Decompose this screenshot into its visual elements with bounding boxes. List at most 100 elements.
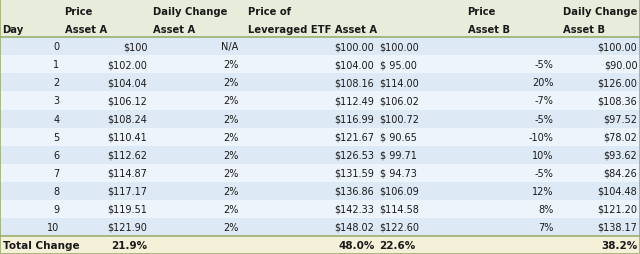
Bar [0,0,640,38]
Bar [0,182,640,200]
Text: $114.00: $114.00 [380,78,419,88]
Text: $100.00: $100.00 [598,42,637,52]
Text: 2%: 2% [223,186,239,196]
Text: $104.04: $104.04 [108,78,147,88]
Text: $104.48: $104.48 [598,186,637,196]
Bar [0,38,640,56]
Text: 7: 7 [53,168,60,178]
Text: Leveraged ETF Asset A: Leveraged ETF Asset A [248,25,377,35]
Text: $102.00: $102.00 [108,60,147,70]
Text: $142.33: $142.33 [335,204,374,214]
Text: Price of: Price of [248,7,291,17]
Text: $106.12: $106.12 [108,96,147,106]
Text: 5: 5 [53,132,60,142]
Text: $100: $100 [123,42,147,52]
Text: -5%: -5% [535,60,554,70]
Bar [0,236,640,254]
Text: Asset A: Asset A [65,25,107,35]
Text: 2%: 2% [223,222,239,232]
Text: $ 95.00: $ 95.00 [380,60,417,70]
Text: 10: 10 [47,222,60,232]
Text: $108.24: $108.24 [108,114,147,124]
Text: 7%: 7% [538,222,554,232]
Text: $114.58: $114.58 [380,204,419,214]
Text: 8: 8 [53,186,60,196]
Text: $ 99.71: $ 99.71 [380,150,417,160]
Text: $106.02: $106.02 [380,96,419,106]
Bar [0,92,640,110]
Text: -7%: -7% [535,96,554,106]
Bar [0,128,640,146]
Text: 2%: 2% [223,114,239,124]
Text: 1: 1 [53,60,60,70]
Text: -5%: -5% [535,114,554,124]
Text: 4: 4 [53,114,60,124]
Text: $78.02: $78.02 [604,132,637,142]
Text: $121.90: $121.90 [108,222,147,232]
Text: Asset A: Asset A [152,25,195,35]
Text: $131.59: $131.59 [335,168,374,178]
Text: $100.00: $100.00 [380,42,419,52]
Text: $119.51: $119.51 [108,204,147,214]
Text: -5%: -5% [535,168,554,178]
Text: $93.62: $93.62 [604,150,637,160]
Text: $ 94.73: $ 94.73 [380,168,417,178]
Text: 8%: 8% [538,204,554,214]
Text: 38.2%: 38.2% [601,240,637,250]
Text: $112.49: $112.49 [335,96,374,106]
Text: $90.00: $90.00 [604,60,637,70]
Text: $116.99: $116.99 [335,114,374,124]
Bar [0,146,640,164]
Text: $117.17: $117.17 [108,186,147,196]
Text: Total Change: Total Change [3,240,79,250]
Text: $148.02: $148.02 [335,222,374,232]
Text: Daily Change: Daily Change [152,7,227,17]
Text: Asset B: Asset B [468,25,509,35]
Bar [0,200,640,218]
Text: Day: Day [3,25,24,35]
Text: $97.52: $97.52 [604,114,637,124]
Text: -10%: -10% [529,132,554,142]
Text: $108.16: $108.16 [335,78,374,88]
Text: 6: 6 [53,150,60,160]
Text: $84.26: $84.26 [604,168,637,178]
Bar [0,218,640,236]
Text: 20%: 20% [532,78,554,88]
Text: $138.17: $138.17 [598,222,637,232]
Text: $114.87: $114.87 [108,168,147,178]
Text: $136.86: $136.86 [335,186,374,196]
Text: Price: Price [65,7,93,17]
Text: $108.36: $108.36 [598,96,637,106]
Text: 48.0%: 48.0% [338,240,374,250]
Text: 0: 0 [53,42,60,52]
Text: 2%: 2% [223,132,239,142]
Text: 2%: 2% [223,78,239,88]
Text: Daily Change: Daily Change [563,7,637,17]
Text: 12%: 12% [532,186,554,196]
Bar [0,164,640,182]
Text: 2%: 2% [223,168,239,178]
Text: 9: 9 [53,204,60,214]
Text: $121.67: $121.67 [335,132,374,142]
Bar [0,110,640,128]
Text: 2%: 2% [223,150,239,160]
Text: 2%: 2% [223,96,239,106]
Text: $100.72: $100.72 [380,114,420,124]
Text: N/A: N/A [221,42,239,52]
Text: 22.6%: 22.6% [380,240,416,250]
Text: 21.9%: 21.9% [111,240,147,250]
Bar [0,56,640,74]
Text: $112.62: $112.62 [108,150,147,160]
Text: Asset B: Asset B [563,25,605,35]
Text: $104.00: $104.00 [335,60,374,70]
Text: 10%: 10% [532,150,554,160]
Text: Price: Price [468,7,496,17]
Text: $126.00: $126.00 [598,78,637,88]
Text: $106.09: $106.09 [380,186,419,196]
Text: 2%: 2% [223,60,239,70]
Text: $121.20: $121.20 [598,204,637,214]
Text: 2%: 2% [223,204,239,214]
Bar [0,74,640,92]
Text: 3: 3 [53,96,60,106]
Text: $100.00: $100.00 [335,42,374,52]
